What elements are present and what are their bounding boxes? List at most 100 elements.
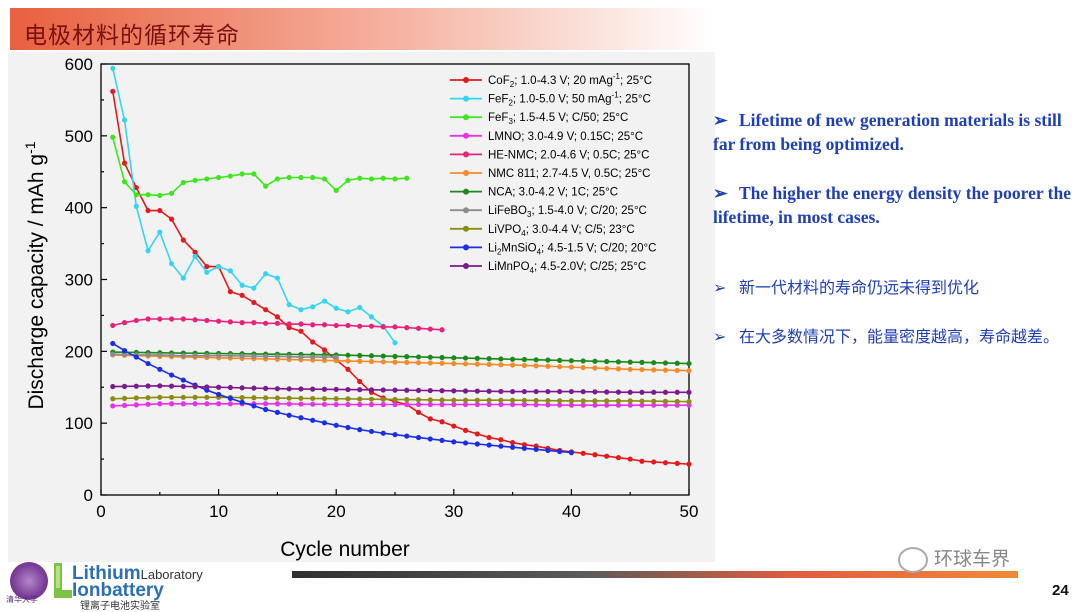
data-point <box>368 396 375 402</box>
data-point <box>486 361 492 368</box>
data-point <box>615 402 622 408</box>
data-point <box>615 389 622 395</box>
data-point <box>592 452 598 458</box>
data-point <box>580 358 586 364</box>
bullet-text: Lifetime of new generation materials is … <box>713 110 1062 154</box>
legend-label: NCA; 3.0-4.2 V; 1C; 25°C <box>488 187 618 199</box>
data-point <box>545 447 551 454</box>
data-point <box>274 353 280 359</box>
data-point <box>686 399 692 405</box>
data-point <box>121 383 128 389</box>
data-point <box>415 360 422 366</box>
data-point <box>357 396 363 402</box>
data-point <box>462 397 469 403</box>
bullet-text: The higher the energy density the poorer… <box>713 183 1071 227</box>
data-point <box>380 387 386 393</box>
data-point <box>239 385 245 391</box>
data-point <box>204 394 210 400</box>
legend-marker <box>463 225 469 232</box>
data-point <box>580 450 586 456</box>
data-point <box>415 387 422 394</box>
data-point <box>674 398 680 405</box>
data-point <box>686 368 692 374</box>
data-point <box>251 285 257 291</box>
data-point <box>192 353 198 359</box>
data-point <box>592 398 598 404</box>
data-point <box>263 385 269 391</box>
data-point <box>380 324 386 330</box>
data-point <box>168 352 175 358</box>
data-point <box>662 360 669 366</box>
data-point <box>216 353 222 359</box>
data-point <box>415 325 422 331</box>
data-point <box>321 420 328 426</box>
data-point <box>486 356 492 362</box>
data-point <box>568 398 575 404</box>
legend-marker <box>463 188 469 195</box>
data-point <box>274 176 280 182</box>
data-point <box>604 358 610 365</box>
data-point <box>557 357 563 363</box>
data-point <box>121 320 128 326</box>
data-point <box>615 455 622 461</box>
data-point <box>168 372 175 378</box>
data-point <box>404 175 410 181</box>
data-point <box>462 388 469 394</box>
data-point <box>204 353 210 359</box>
data-point <box>462 401 469 408</box>
x-tick-label: 50 <box>680 502 699 521</box>
data-point <box>321 386 328 392</box>
data-point <box>509 356 516 362</box>
data-point <box>404 325 410 331</box>
data-point <box>568 388 575 395</box>
data-point <box>345 424 351 431</box>
data-point <box>368 428 375 435</box>
data-point <box>310 395 316 402</box>
data-point <box>404 387 410 393</box>
data-point <box>357 304 363 311</box>
data-point <box>298 328 304 334</box>
data-point <box>121 395 128 401</box>
data-point <box>180 179 186 186</box>
data-point <box>192 253 198 260</box>
data-point <box>580 402 586 408</box>
data-point <box>404 354 410 360</box>
data-point <box>168 316 175 322</box>
data-point <box>392 176 398 182</box>
data-point <box>651 398 657 404</box>
data-point <box>239 394 245 401</box>
data-point <box>427 436 433 442</box>
data-point <box>357 378 363 385</box>
data-point <box>662 460 669 466</box>
x-tick-label: 0 <box>96 502 105 521</box>
data-point <box>474 355 480 361</box>
legend-label: LiVPO4; 3.0-4.4 V; C/5; 23°C <box>488 224 635 238</box>
data-point <box>310 417 316 423</box>
data-point <box>133 317 139 324</box>
data-point <box>427 401 433 408</box>
data-point <box>498 356 504 362</box>
data-point <box>509 388 516 395</box>
data-point <box>686 402 692 408</box>
data-point <box>615 359 622 365</box>
data-point <box>521 442 527 448</box>
x-tick-label: 30 <box>444 502 463 521</box>
data-point <box>368 387 375 393</box>
data-point <box>627 389 633 395</box>
data-point <box>263 307 269 313</box>
data-point <box>263 320 269 326</box>
series-line <box>111 91 690 465</box>
data-point <box>674 367 680 374</box>
data-point <box>121 117 128 123</box>
data-point <box>439 401 445 408</box>
data-point <box>274 275 280 281</box>
data-point <box>157 192 163 199</box>
data-point <box>133 395 139 401</box>
data-point <box>651 389 657 395</box>
data-point <box>298 386 304 392</box>
data-point <box>145 192 151 198</box>
data-point <box>286 412 292 418</box>
data-point <box>239 171 245 177</box>
data-point <box>639 458 645 464</box>
arrow-icon: ➢ <box>713 110 728 130</box>
